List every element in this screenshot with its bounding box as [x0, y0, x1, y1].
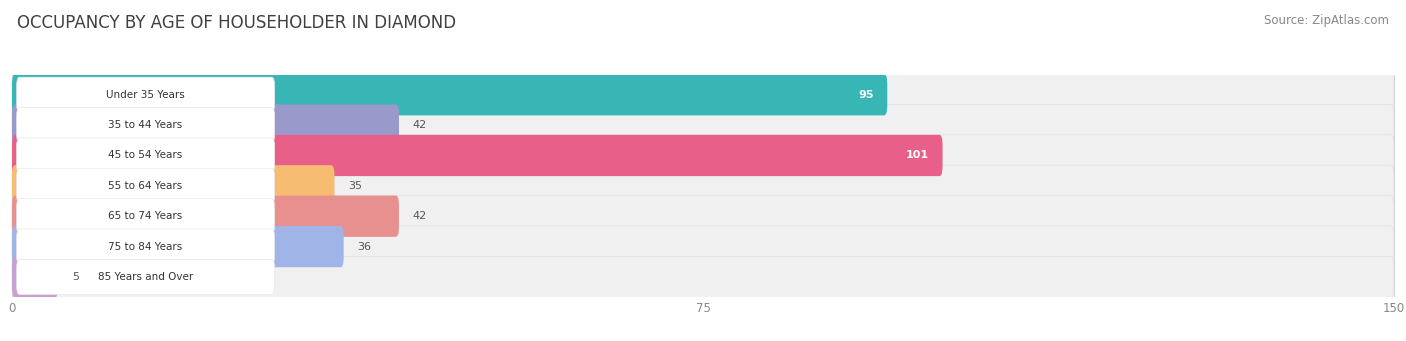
- Text: 101: 101: [905, 150, 929, 161]
- FancyBboxPatch shape: [13, 226, 343, 267]
- FancyBboxPatch shape: [13, 74, 887, 115]
- FancyBboxPatch shape: [13, 195, 399, 237]
- FancyBboxPatch shape: [13, 256, 58, 298]
- FancyBboxPatch shape: [17, 138, 274, 173]
- FancyBboxPatch shape: [17, 168, 274, 203]
- Text: 36: 36: [357, 241, 371, 252]
- Text: Under 35 Years: Under 35 Years: [107, 90, 186, 100]
- FancyBboxPatch shape: [13, 165, 1393, 207]
- Text: 45 to 54 Years: 45 to 54 Years: [108, 150, 183, 161]
- FancyBboxPatch shape: [13, 104, 399, 146]
- Text: 35 to 44 Years: 35 to 44 Years: [108, 120, 183, 130]
- Text: 75 to 84 Years: 75 to 84 Years: [108, 241, 183, 252]
- FancyBboxPatch shape: [13, 135, 942, 176]
- Text: 5: 5: [72, 272, 79, 282]
- Text: 65 to 74 Years: 65 to 74 Years: [108, 211, 183, 221]
- FancyBboxPatch shape: [17, 107, 274, 143]
- FancyBboxPatch shape: [17, 199, 274, 234]
- FancyBboxPatch shape: [13, 135, 1393, 176]
- Text: 85 Years and Over: 85 Years and Over: [98, 272, 193, 282]
- FancyBboxPatch shape: [13, 195, 1393, 237]
- Text: Source: ZipAtlas.com: Source: ZipAtlas.com: [1264, 14, 1389, 27]
- Text: OCCUPANCY BY AGE OF HOUSEHOLDER IN DIAMOND: OCCUPANCY BY AGE OF HOUSEHOLDER IN DIAMO…: [17, 14, 456, 32]
- FancyBboxPatch shape: [13, 104, 1393, 146]
- Text: 35: 35: [349, 181, 363, 191]
- Text: 95: 95: [858, 90, 873, 100]
- FancyBboxPatch shape: [13, 74, 1393, 115]
- Text: 55 to 64 Years: 55 to 64 Years: [108, 181, 183, 191]
- Text: 42: 42: [413, 211, 427, 221]
- FancyBboxPatch shape: [13, 165, 335, 207]
- Text: 42: 42: [413, 120, 427, 130]
- FancyBboxPatch shape: [17, 229, 274, 264]
- FancyBboxPatch shape: [13, 226, 1393, 267]
- FancyBboxPatch shape: [17, 260, 274, 295]
- FancyBboxPatch shape: [17, 77, 274, 112]
- FancyBboxPatch shape: [13, 256, 1393, 298]
